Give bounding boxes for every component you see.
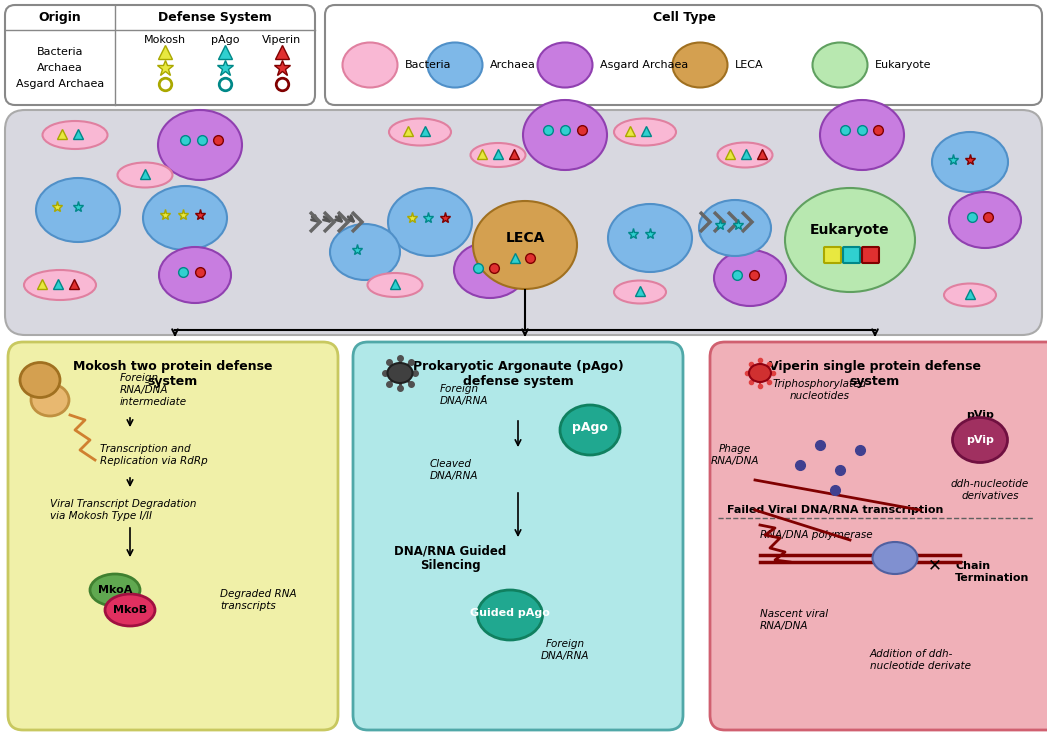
Ellipse shape <box>749 364 771 382</box>
Ellipse shape <box>949 192 1021 248</box>
Ellipse shape <box>785 188 915 292</box>
Text: MkoB: MkoB <box>113 605 147 615</box>
Text: Degraded RNA
transcripts: Degraded RNA transcripts <box>220 590 296 611</box>
Text: Guided pAgo: Guided pAgo <box>470 608 550 618</box>
Ellipse shape <box>90 574 140 606</box>
Ellipse shape <box>470 143 526 167</box>
Ellipse shape <box>537 43 593 88</box>
Text: Viral Transcript Degradation
via Mokosh Type I/II: Viral Transcript Degradation via Mokosh … <box>50 499 197 521</box>
Ellipse shape <box>143 186 227 250</box>
Text: Prokaryotic Argonaute (pAgo)
defense system: Prokaryotic Argonaute (pAgo) defense sys… <box>413 360 623 388</box>
Ellipse shape <box>524 100 607 170</box>
Text: Cell Type: Cell Type <box>652 12 715 24</box>
Ellipse shape <box>105 594 155 626</box>
Ellipse shape <box>714 250 786 306</box>
Text: Defense System: Defense System <box>158 12 272 24</box>
Ellipse shape <box>872 542 917 574</box>
Ellipse shape <box>932 132 1008 192</box>
Text: Foreign
DNA/RNA: Foreign DNA/RNA <box>540 639 589 661</box>
Ellipse shape <box>389 118 451 146</box>
Ellipse shape <box>24 270 96 300</box>
Ellipse shape <box>387 363 413 383</box>
Text: Triphosphorylated
nucleotides: Triphosphorylated nucleotides <box>773 379 867 401</box>
Ellipse shape <box>812 43 868 88</box>
Text: Viperin single protein defense
system: Viperin single protein defense system <box>768 360 981 388</box>
FancyBboxPatch shape <box>8 342 338 730</box>
Text: Failed Viral DNA/RNA transcription: Failed Viral DNA/RNA transcription <box>727 505 943 515</box>
Text: Addition of ddh-
nucleotide derivate: Addition of ddh- nucleotide derivate <box>870 649 971 670</box>
Ellipse shape <box>20 363 60 397</box>
FancyBboxPatch shape <box>5 110 1042 335</box>
FancyBboxPatch shape <box>325 5 1042 105</box>
Ellipse shape <box>342 43 398 88</box>
FancyBboxPatch shape <box>5 5 315 105</box>
Ellipse shape <box>560 405 620 455</box>
Text: Eukaryote: Eukaryote <box>875 60 932 70</box>
Text: Mokosh two protein defense
system: Mokosh two protein defense system <box>73 360 273 388</box>
Ellipse shape <box>31 384 69 416</box>
Ellipse shape <box>117 163 173 188</box>
FancyBboxPatch shape <box>824 247 841 263</box>
FancyBboxPatch shape <box>710 342 1047 730</box>
Ellipse shape <box>330 224 400 280</box>
Ellipse shape <box>158 110 242 180</box>
Text: Phage
RNA/DNA: Phage RNA/DNA <box>711 445 759 466</box>
FancyBboxPatch shape <box>843 247 860 263</box>
Text: Transcription and
Replication via RdRp: Transcription and Replication via RdRp <box>101 445 207 466</box>
Text: Mokosh: Mokosh <box>143 35 186 45</box>
Ellipse shape <box>473 201 577 289</box>
Text: Cleaved
DNA/RNA: Cleaved DNA/RNA <box>430 459 478 481</box>
Text: Asgard Archaea: Asgard Archaea <box>600 60 688 70</box>
Text: Chain
Termination: Chain Termination <box>955 561 1029 583</box>
Ellipse shape <box>427 43 483 88</box>
Ellipse shape <box>944 283 996 306</box>
Text: pVip: pVip <box>966 410 994 420</box>
Text: ddh-nucleotide
derivatives: ddh-nucleotide derivatives <box>951 479 1029 500</box>
Text: Archaea: Archaea <box>490 60 536 70</box>
Text: LECA: LECA <box>735 60 763 70</box>
Text: Asgard Archaea: Asgard Archaea <box>16 79 104 89</box>
Text: Bacteria: Bacteria <box>405 60 451 70</box>
Ellipse shape <box>454 242 526 298</box>
Ellipse shape <box>717 143 773 168</box>
Text: RNA/DNA polymerase: RNA/DNA polymerase <box>760 530 872 540</box>
Ellipse shape <box>159 247 231 303</box>
Text: ✕: ✕ <box>928 556 942 574</box>
Ellipse shape <box>699 200 771 256</box>
Ellipse shape <box>43 121 108 149</box>
Text: Viperin: Viperin <box>263 35 302 45</box>
Ellipse shape <box>608 204 692 272</box>
Text: Origin: Origin <box>39 12 82 24</box>
Text: Foreign
RNA/DNA
intermediate: Foreign RNA/DNA intermediate <box>120 373 187 406</box>
Ellipse shape <box>388 188 472 256</box>
Ellipse shape <box>614 280 666 303</box>
Text: LECA: LECA <box>506 231 544 245</box>
Ellipse shape <box>953 417 1007 462</box>
Ellipse shape <box>820 100 904 170</box>
Ellipse shape <box>367 273 423 297</box>
Ellipse shape <box>477 590 542 640</box>
Text: MkoA: MkoA <box>97 585 132 595</box>
Text: pAgo: pAgo <box>572 422 608 434</box>
Ellipse shape <box>614 118 676 146</box>
Text: Archaea: Archaea <box>37 63 83 73</box>
Text: DNA/RNA Guided
Silencing: DNA/RNA Guided Silencing <box>394 544 506 572</box>
FancyBboxPatch shape <box>862 247 879 263</box>
Text: pAgo: pAgo <box>210 35 240 45</box>
Text: Nascent viral
RNA/DNA: Nascent viral RNA/DNA <box>760 609 828 631</box>
Text: Eukaryote: Eukaryote <box>810 223 890 237</box>
Ellipse shape <box>672 43 728 88</box>
Ellipse shape <box>36 178 120 242</box>
Text: Foreign
DNA/RNA: Foreign DNA/RNA <box>440 384 489 406</box>
Text: pVip: pVip <box>966 435 994 445</box>
Text: Bacteria: Bacteria <box>37 47 84 57</box>
FancyBboxPatch shape <box>353 342 683 730</box>
